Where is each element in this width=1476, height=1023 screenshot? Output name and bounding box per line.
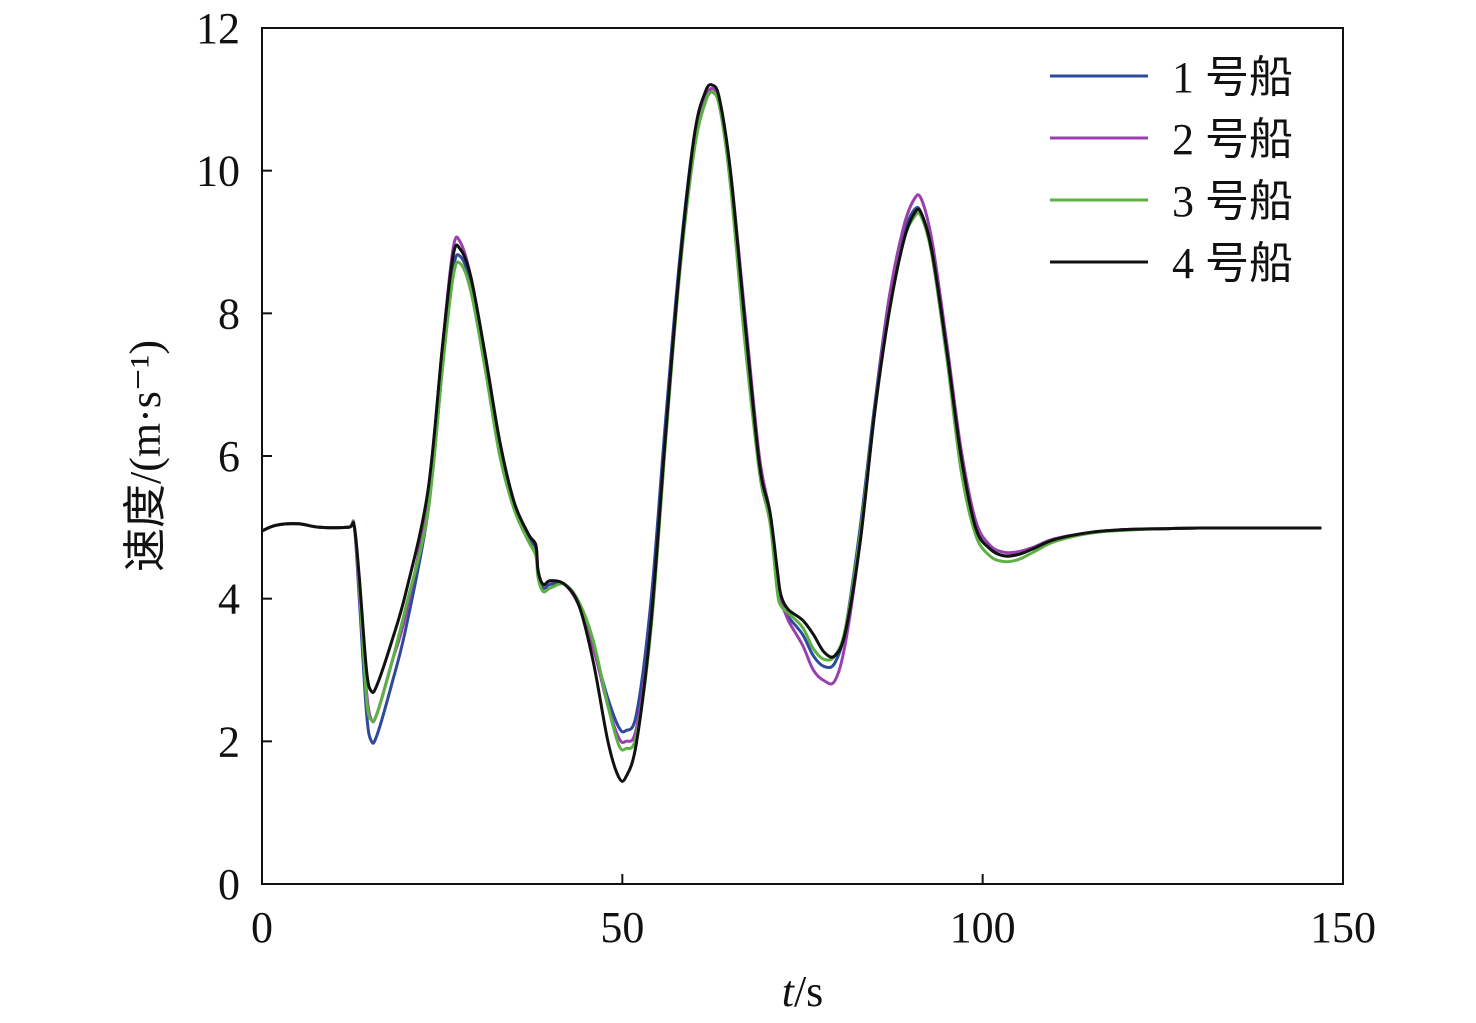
legend: 1 号船 2 号船 3 号船 4 号船 [1050,53,1293,288]
series-line-3 [261,90,1322,752]
legend-label: 3 号船 [1172,177,1293,226]
series-line-2 [261,87,1322,745]
y-tick-label: 0 [218,860,240,909]
x-tick-label: 100 [950,903,1016,952]
y-axis-label: 速度/(m·s⁻¹) [121,340,170,572]
x-axis-label-unit: /s [794,967,823,1016]
x-axis-label: t/s [782,967,824,1016]
legend-label: 2 号船 [1172,115,1293,164]
legend-label: 4 号船 [1172,239,1293,288]
x-tick-label: 150 [1310,903,1376,952]
plot-lines [261,83,1322,783]
x-axis-label-symbol: t [782,967,796,1016]
x-tick-label: 0 [251,903,273,952]
x-tick-label: 50 [600,903,644,952]
y-tick-label: 8 [218,289,240,338]
y-tick-label: 10 [196,147,240,196]
axis-ticks: 0 50 100 150 0 2 4 6 8 10 12 [196,4,1376,952]
y-tick-label: 6 [218,432,240,481]
y-tick-label: 4 [218,575,240,624]
y-tick-label: 2 [218,717,240,766]
series-line-4 [261,83,1322,783]
legend-label: 1 号船 [1172,53,1293,102]
y-tick-label: 12 [196,4,240,53]
series-line-1 [261,90,1322,745]
